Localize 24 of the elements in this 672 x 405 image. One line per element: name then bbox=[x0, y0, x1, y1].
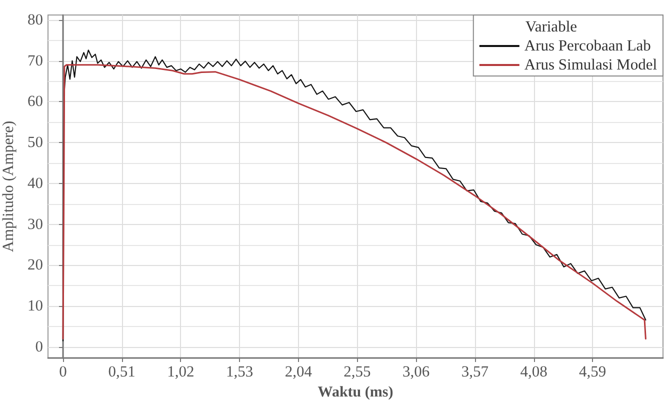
y-tick-label: 50 bbox=[28, 134, 44, 152]
y-tick-label: 70 bbox=[28, 52, 44, 70]
x-axis-title: Waktu (ms) bbox=[318, 384, 394, 400]
y-tick-label: 80 bbox=[28, 11, 44, 28]
x-tick-label: 1,53 bbox=[226, 364, 254, 380]
x-tick-label: 1,02 bbox=[167, 364, 194, 380]
x-tick-label: 3,06 bbox=[402, 364, 430, 380]
y-tick-label: 0 bbox=[35, 338, 44, 356]
x-tick-label: 2,04 bbox=[284, 364, 312, 380]
legend-title: Variable bbox=[525, 18, 578, 36]
x-tick-label: 4,59 bbox=[579, 364, 606, 380]
y-tick-label: 40 bbox=[28, 174, 44, 192]
y-tick-label: 10 bbox=[28, 298, 44, 315]
y-tick-label: 20 bbox=[28, 256, 44, 274]
legend-label: Arus Simulasi Model bbox=[524, 56, 658, 74]
legend-label: Arus Percobaan Lab bbox=[524, 38, 652, 54]
x-tick-label: 2,55 bbox=[344, 364, 372, 380]
x-tick-label: 4,08 bbox=[520, 364, 548, 380]
x-tick-label: 0 bbox=[59, 364, 68, 380]
x-tick-label: 0,51 bbox=[108, 364, 136, 380]
y-tick-label: 30 bbox=[28, 216, 44, 233]
y-tick-label: 60 bbox=[28, 93, 44, 110]
y-axis-title: Amplitudo (Ampere) bbox=[0, 120, 18, 252]
x-tick-label: 3,57 bbox=[461, 364, 489, 380]
